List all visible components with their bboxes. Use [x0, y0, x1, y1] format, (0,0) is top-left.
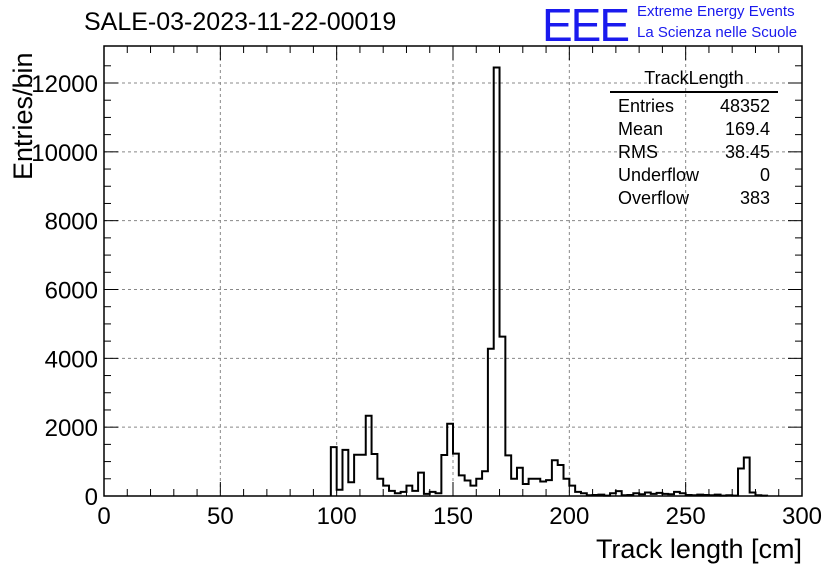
stats-label: Entries	[618, 96, 675, 116]
y-tick-label: 8000	[45, 209, 98, 236]
logo-subtitle-1: Extreme Energy Events	[637, 3, 795, 20]
stats-label: Mean	[618, 119, 664, 139]
logo-subtitle-2: La Scienza nelle Scuole	[637, 24, 798, 41]
histogram-bin	[523, 484, 529, 496]
x-tick-label: 250	[666, 503, 706, 530]
stats-value: 383	[739, 188, 770, 208]
histogram-bin	[348, 482, 354, 496]
stats-value: 48352	[719, 96, 770, 116]
stats-value: 169.4	[724, 119, 770, 139]
x-tick-labels: 0 50 100 150 200 250 300	[97, 503, 822, 530]
stats-row-entries: Entries 48352	[610, 95, 778, 118]
y-tick-label: 4000	[45, 346, 98, 373]
histogram-bin	[470, 486, 476, 496]
stats-row-mean: Mean 169.4	[610, 118, 778, 141]
eee-logo: EEE	[542, 0, 630, 51]
histogram-outline	[329, 66, 769, 497]
stats-label: Underflow	[618, 165, 700, 185]
stats-row-overflow: Overflow 383	[610, 187, 778, 210]
x-tick-label: 300	[782, 503, 822, 530]
y-tick-label: 0	[85, 484, 98, 511]
y-tick-label: 12000	[31, 71, 98, 98]
stats-row-rms: RMS 38.45	[610, 141, 778, 164]
x-tick-label: 50	[207, 503, 234, 530]
x-axis-label: Track length [cm]	[596, 534, 802, 564]
stats-box: TrackLength Entries 48352 Mean 169.4 RMS…	[610, 68, 778, 210]
stats-row-underflow: Underflow 0	[610, 164, 778, 187]
x-tick-label: 200	[549, 503, 589, 530]
stats-title: TrackLength	[610, 68, 778, 93]
y-tick-label: 6000	[45, 278, 98, 305]
x-tick-label: 100	[317, 503, 357, 530]
axis-ticks	[103, 46, 803, 497]
histogram-bars	[329, 66, 769, 497]
histogram-bin	[360, 455, 366, 496]
stats-value: 0	[759, 165, 770, 185]
histogram-bin	[511, 479, 517, 496]
y-tick-labels: 0 2000 4000 6000 8000 10000 12000	[31, 71, 98, 511]
stats-label: Overflow	[618, 188, 690, 208]
x-tick-label: 0	[97, 503, 110, 530]
y-tick-label: 2000	[45, 415, 98, 442]
stats-label: RMS	[618, 142, 658, 162]
x-tick-label: 150	[433, 503, 473, 530]
y-axis-label: Entries/bin	[8, 52, 38, 180]
chart-title: SALE-03-2023-11-22-00019	[84, 8, 397, 36]
histogram-bin	[540, 482, 546, 496]
stats-value: 38.45	[724, 142, 770, 162]
y-tick-label: 10000	[31, 140, 98, 167]
